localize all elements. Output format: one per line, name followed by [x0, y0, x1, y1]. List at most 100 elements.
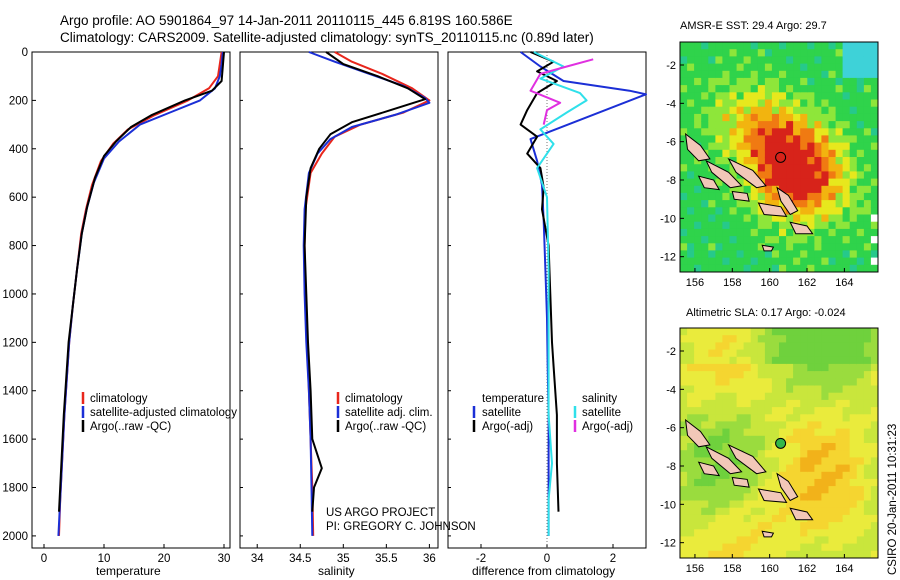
map-cell [680, 250, 688, 259]
map-cell [842, 522, 851, 530]
map-cell [715, 443, 724, 451]
map-cell [828, 214, 837, 223]
map-cell [694, 500, 702, 509]
map-cell [779, 342, 787, 351]
map-cell [715, 250, 724, 259]
legend-label-climatology: climatology [90, 393, 148, 405]
map-cell [757, 550, 766, 558]
legend-label-sal-satellite: satellite [582, 407, 621, 419]
map-cell [807, 49, 815, 57]
map-cell [750, 550, 759, 558]
map-cell [708, 243, 716, 252]
map-cell [863, 228, 872, 237]
map-cell [687, 164, 695, 172]
map-cell [849, 192, 858, 201]
map-cell [736, 99, 745, 108]
map-cell [687, 171, 695, 180]
map-cell [807, 464, 815, 473]
map-cell [701, 471, 709, 480]
map-cell [786, 171, 794, 180]
map-cell [750, 250, 759, 259]
map-cell [786, 42, 794, 50]
map-cell [870, 543, 878, 552]
map-cell [870, 77, 878, 86]
map-cell [729, 500, 738, 509]
map-cell [687, 335, 695, 343]
map-cell [849, 514, 858, 523]
map-cell [680, 63, 688, 72]
depth-tick-label: 1000 [2, 289, 28, 301]
map-cell [870, 435, 878, 444]
map-cell [715, 363, 724, 372]
legend-title-salinity: salinity [582, 393, 617, 405]
map-cell [835, 135, 844, 144]
map-cell [786, 328, 794, 336]
map-cell [800, 500, 808, 509]
map-cell [687, 185, 695, 194]
map-cell [722, 250, 731, 259]
map-cell [722, 257, 731, 266]
map-cell [722, 356, 731, 365]
map-cell [708, 507, 716, 516]
map-cell [680, 392, 688, 401]
map-cell [680, 435, 688, 444]
map-cell [694, 335, 702, 343]
map-cell [807, 70, 815, 79]
map-cell [821, 493, 830, 502]
map-cell [863, 70, 872, 79]
map-cell [715, 63, 724, 72]
map-cell [821, 85, 830, 93]
map-cell [715, 371, 724, 379]
map-cell [870, 142, 878, 151]
map-cell [771, 85, 780, 93]
map-cell [750, 128, 759, 137]
map-cell [842, 178, 851, 187]
map-cell [680, 236, 688, 244]
map-cell [779, 142, 787, 151]
map-cell [694, 550, 702, 558]
map-cell [680, 349, 688, 358]
map-cell [807, 392, 815, 401]
map-cell [715, 243, 724, 252]
map-cell [856, 106, 865, 115]
map-cell [694, 207, 702, 216]
map-cell [786, 478, 794, 487]
map-cell [842, 529, 851, 538]
map-cell [821, 200, 830, 208]
map-cell [842, 63, 851, 72]
map-cell [807, 529, 815, 538]
map-cell [828, 543, 837, 552]
map-cell [828, 450, 837, 458]
map-cell [835, 264, 844, 272]
map-cell [771, 392, 780, 401]
map-cell [863, 250, 872, 259]
map-cell [729, 257, 738, 266]
depth-tick-label: 800 [9, 241, 28, 253]
map-cell [701, 106, 709, 115]
map-cell [807, 507, 815, 516]
map-cell [786, 56, 794, 65]
map-cell [680, 478, 688, 487]
map-cell [856, 192, 865, 201]
map-cell [729, 356, 738, 365]
map-cell [821, 414, 830, 423]
lat-tick-label: -8 [666, 461, 676, 473]
map-cell [814, 63, 823, 72]
map-cell [715, 543, 724, 552]
map-cell [786, 464, 794, 473]
legend-title-temperature: temperature [482, 393, 544, 405]
map-cell [687, 392, 695, 401]
series-line-salinity-satellite [533, 51, 588, 536]
map-cell [856, 250, 865, 259]
map-cell [764, 443, 773, 451]
map-cell [750, 471, 759, 480]
map-cell [715, 85, 724, 93]
map-cell [828, 207, 837, 216]
map-cell [722, 214, 731, 223]
map-cell [764, 135, 773, 144]
map-cell [821, 450, 830, 458]
map-cell [708, 428, 716, 437]
map-cell [779, 543, 787, 552]
map-cell [757, 471, 766, 480]
map-cell [800, 486, 808, 494]
